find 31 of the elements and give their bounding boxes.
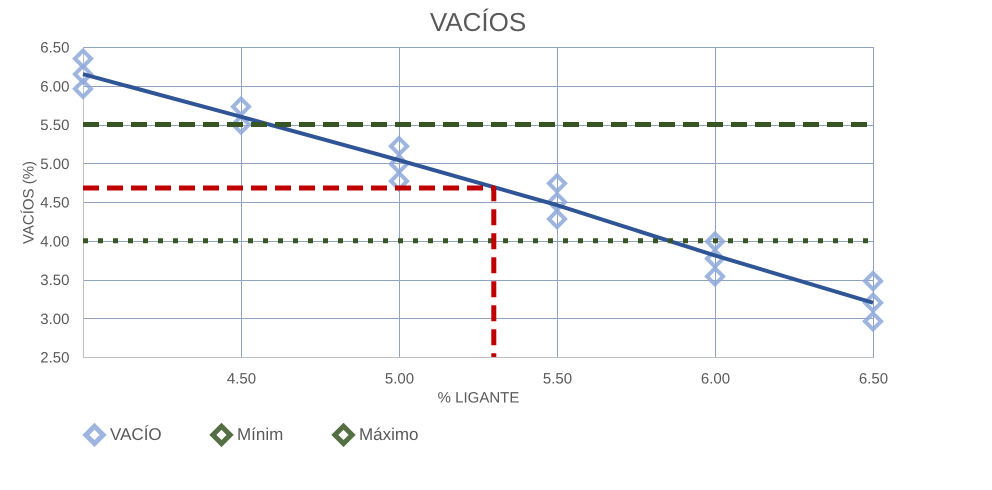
x-tick-label: 5.50 <box>542 370 572 388</box>
point <box>388 136 410 156</box>
point <box>546 173 568 194</box>
point <box>704 231 726 252</box>
y-tick-label: 5.00 <box>40 156 70 173</box>
y-tick-label: 4.00 <box>40 233 70 250</box>
x-tick-label: 4.50 <box>226 370 256 388</box>
point <box>862 270 884 292</box>
point <box>230 96 252 117</box>
y-tick-label: 5.50 <box>40 117 70 134</box>
point <box>704 266 726 286</box>
legend-label: Máximo <box>359 424 419 444</box>
x-tick-label: 6.50 <box>858 370 888 388</box>
point <box>862 311 884 332</box>
x-tick-label: 6.00 <box>700 370 730 388</box>
x-tick-label: 5.00 <box>384 370 414 388</box>
chart-title: VACÍOS <box>430 7 526 37</box>
y-tick-label: 6.00 <box>40 78 70 96</box>
y-tick-label: 6.50 <box>40 40 70 56</box>
y-tick-label: 3.00 <box>40 310 70 328</box>
point <box>546 208 568 230</box>
y-tick-label: 2.50 <box>40 350 70 366</box>
point <box>72 48 94 69</box>
x-axis-title: % LIGANTE <box>438 390 520 406</box>
y-axis-title: VACÍOS (%) <box>19 160 38 244</box>
point <box>72 78 94 99</box>
point <box>72 64 94 84</box>
y-tick-label: 4.50 <box>40 194 70 212</box>
legend-label: VACÍO <box>110 424 162 444</box>
legend-label: Mínim <box>237 424 284 444</box>
y-tick-label: 3.50 <box>40 272 70 289</box>
